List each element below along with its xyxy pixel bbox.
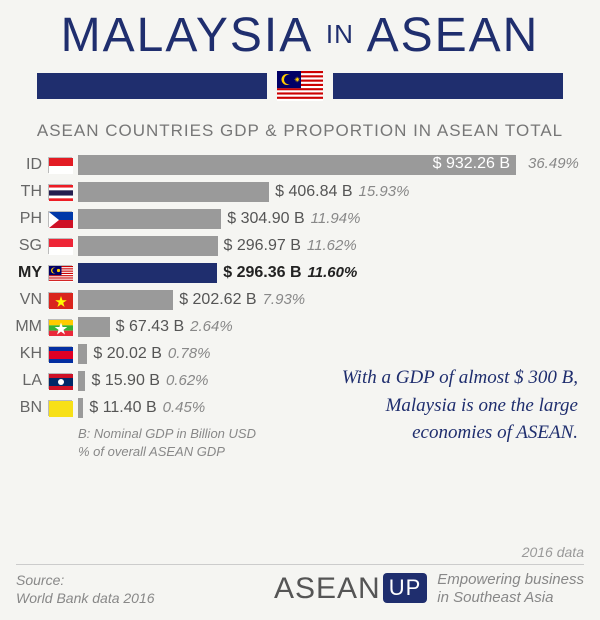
flag-icon xyxy=(48,319,72,335)
bar-value: $ 202.62 B xyxy=(179,291,256,309)
bar-percent: 7.93% xyxy=(263,291,306,308)
flag-icon xyxy=(48,265,72,281)
tagline-line1: Empowering business xyxy=(437,571,584,590)
source-block: Source: World Bank data 2016 xyxy=(16,571,155,607)
flag-icon xyxy=(48,157,72,173)
bar-wrap: $ 202.62 B 7.93% xyxy=(78,290,584,310)
bar xyxy=(78,371,85,391)
source-value: World Bank data 2016 xyxy=(16,589,155,607)
flag-icon xyxy=(48,211,72,227)
footer: 2016 data Source: World Bank data 2016 A… xyxy=(0,536,600,620)
bar-percent: 2.64% xyxy=(190,318,233,335)
bar-percent: 11.60% xyxy=(308,264,358,281)
year-label: 2016 data xyxy=(16,544,584,565)
callout-text: With a GDP of almost $ 300 B, Malaysia i… xyxy=(318,364,578,447)
bar-value: $ 296.36 B xyxy=(223,264,301,282)
title-main2: ASEAN xyxy=(367,9,540,62)
chart-subtitle: ASEAN COUNTRIES GDP & PROPORTION IN ASEA… xyxy=(0,121,600,141)
flag-bar-right xyxy=(333,73,563,99)
source-label: Source: xyxy=(16,571,155,589)
chart-row: MY $ 296.36 B 11.60% xyxy=(12,259,584,286)
bar-percent: 0.62% xyxy=(166,372,209,389)
bar-percent: 0.45% xyxy=(163,399,206,416)
bar-value: $ 67.43 B xyxy=(116,318,185,336)
bar xyxy=(78,290,173,310)
malaysia-flag-icon xyxy=(277,69,323,103)
chart-row: TH $ 406.84 B 15.93% xyxy=(12,178,584,205)
bar-percent: 11.94% xyxy=(311,210,361,227)
bar-wrap: $ 20.02 B 0.78% xyxy=(78,344,584,364)
bar-percent: 36.49% xyxy=(528,155,579,172)
bar-value: $ 20.02 B xyxy=(93,345,162,363)
bar-percent: 0.78% xyxy=(168,345,211,362)
bar-percent: 15.93% xyxy=(359,183,410,200)
country-code: VN xyxy=(12,291,42,309)
bar-value: $ 406.84 B xyxy=(275,183,352,201)
bar-value: $ 304.90 B xyxy=(227,210,304,228)
bar-value: $ 11.40 B xyxy=(89,399,156,417)
bar-wrap: $ 296.36 B 11.60% xyxy=(78,263,584,283)
flag-icon xyxy=(48,373,72,389)
chart-row: ID $ 932.26 B 36.49% xyxy=(12,151,584,178)
bar-wrap: $ 296.97 B 11.62% xyxy=(78,236,584,256)
logo: ASEANUP xyxy=(274,572,427,606)
bar-value: $ 296.97 B xyxy=(224,237,301,255)
country-code: KH xyxy=(12,345,42,363)
country-code: MM xyxy=(12,318,42,336)
title-small: IN xyxy=(326,19,354,49)
bar-wrap: $ 67.43 B 2.64% xyxy=(78,317,584,337)
chart-row: SG $ 296.97 B 11.62% xyxy=(12,232,584,259)
chart-row: KH $ 20.02 B 0.78% xyxy=(12,340,584,367)
flag-bar-left xyxy=(37,73,267,99)
tagline-line2: in Southeast Asia xyxy=(437,589,584,608)
tagline: Empowering business in Southeast Asia xyxy=(437,571,584,609)
country-code: BN xyxy=(12,399,42,417)
logo-text: ASEAN xyxy=(274,572,381,605)
bar xyxy=(78,182,269,202)
bar-wrap: $ 932.26 B 36.49% xyxy=(78,155,584,175)
chart-row: PH $ 304.90 B 11.94% xyxy=(12,205,584,232)
bar xyxy=(78,317,110,337)
logo-block: ASEANUP Empowering business in Southeast… xyxy=(274,571,584,609)
country-code: TH xyxy=(12,183,42,201)
bar xyxy=(78,209,221,229)
bar-value: $ 15.90 B xyxy=(91,372,160,390)
chart-row: VN $ 202.62 B 7.93% xyxy=(12,286,584,313)
flag-icon xyxy=(48,346,72,362)
flag-icon xyxy=(48,292,72,308)
bar-value: $ 932.26 B xyxy=(433,155,510,173)
flag-icon xyxy=(48,400,72,416)
country-code: SG xyxy=(12,237,42,255)
bar-wrap: $ 406.84 B 15.93% xyxy=(78,182,584,202)
bar xyxy=(78,398,83,418)
flag-header-row xyxy=(0,69,600,103)
flag-icon xyxy=(48,184,72,200)
bar xyxy=(78,344,87,364)
bar: $ 932.26 B36.49% xyxy=(78,155,516,175)
chart-row: MM $ 67.43 B 2.64% xyxy=(12,313,584,340)
logo-suffix: UP xyxy=(383,573,428,603)
flag-icon xyxy=(48,238,72,254)
bar xyxy=(78,263,217,283)
bar-wrap: $ 304.90 B 11.94% xyxy=(78,209,584,229)
country-code: MY xyxy=(12,264,42,282)
country-code: ID xyxy=(12,156,42,174)
title-main1: MALAYSIA xyxy=(61,9,311,62)
country-code: PH xyxy=(12,210,42,228)
country-code: LA xyxy=(12,372,42,390)
bar-percent: 11.62% xyxy=(307,237,357,254)
page-title: MALAYSIA IN ASEAN xyxy=(0,0,600,63)
bar xyxy=(78,236,218,256)
